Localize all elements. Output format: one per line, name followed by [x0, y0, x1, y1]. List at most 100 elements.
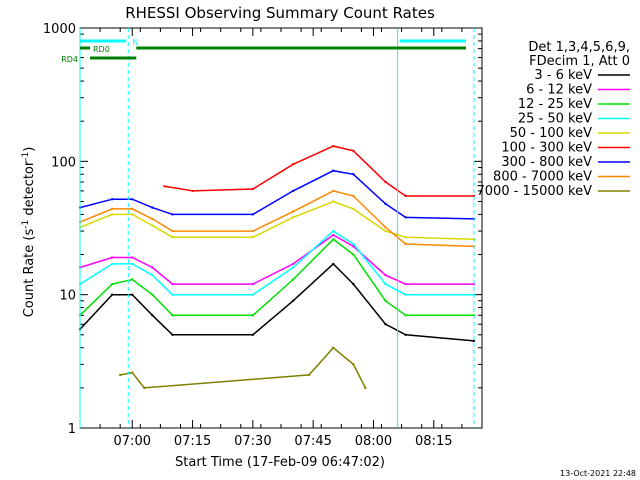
- series-point: [384, 273, 387, 277]
- series-point: [171, 235, 174, 239]
- legend-entry-label: 100 - 300 keV: [501, 141, 592, 156]
- x-tick-label: 08:15: [415, 434, 452, 449]
- x-tick-label: 07:15: [174, 434, 211, 449]
- status-label-n: N: [132, 38, 138, 47]
- series-point: [143, 386, 146, 390]
- series-point: [404, 235, 407, 239]
- series-point: [384, 229, 387, 233]
- x-tick-label: 07:30: [234, 434, 271, 449]
- series-point: [404, 216, 407, 219]
- series-point: [110, 213, 114, 216]
- series-point: [171, 213, 174, 216]
- x-tick-label: 08:00: [355, 434, 392, 449]
- series-point: [110, 293, 114, 296]
- series-point: [404, 282, 407, 286]
- series-point: [332, 144, 335, 148]
- series-point: [251, 293, 255, 296]
- series-point: [171, 282, 174, 286]
- series-point: [404, 314, 407, 317]
- series-point: [384, 299, 387, 302]
- series-point: [110, 282, 114, 286]
- legend-entry-label: 300 - 800 keV: [501, 155, 592, 170]
- series-point: [131, 197, 134, 201]
- timestamp: 13-Oct-2021 22:48: [560, 469, 636, 478]
- y-axis-label: Count Rate (s-1 detector-1): [21, 147, 37, 318]
- series-point: [384, 282, 387, 286]
- series-point: [191, 189, 194, 193]
- series-point: [404, 293, 407, 296]
- series-point: [332, 229, 335, 233]
- series-point: [291, 299, 295, 302]
- y-axis-label-sup2: -1: [21, 152, 31, 161]
- series-point: [151, 266, 154, 269]
- status-label-rd0: RD0: [93, 45, 110, 54]
- series-point: [307, 373, 311, 377]
- legend: Det 1,3,4,5,6,9, FDecim 1, Att 0 3 - 6 k…: [477, 40, 630, 199]
- series-point: [352, 149, 355, 152]
- series-point: [251, 333, 255, 337]
- y-axis-label-main: Count Rate (s: [22, 229, 37, 318]
- series-point: [291, 189, 295, 193]
- series-point: [472, 194, 476, 198]
- status-bars: N RD0 RD4: [61, 28, 475, 428]
- series-point: [384, 180, 387, 184]
- series-point: [332, 346, 335, 349]
- series-point: [332, 200, 335, 203]
- legend-header-line2: FDecim 1, Att 0: [529, 54, 630, 69]
- series-point: [472, 339, 476, 343]
- series-point: [332, 238, 335, 241]
- series-point: [251, 314, 255, 317]
- series-point: [151, 224, 154, 227]
- x-tick-label: 07:00: [114, 434, 151, 449]
- y-tick-label: 1: [68, 422, 76, 437]
- series-point: [163, 185, 166, 188]
- series-point: [352, 194, 355, 198]
- series-point: [151, 217, 154, 221]
- series-point: [332, 189, 335, 193]
- series-point: [171, 229, 174, 233]
- series-point: [404, 242, 407, 246]
- series-point: [171, 293, 174, 296]
- series-point: [291, 216, 295, 219]
- series-line: [79, 200, 475, 241]
- series-point: [151, 273, 154, 277]
- legend-entry-label: 3 - 6 keV: [534, 68, 592, 83]
- series-point: [352, 363, 355, 366]
- series-point: [251, 213, 255, 216]
- series-point: [291, 210, 295, 213]
- series-point: [131, 207, 134, 211]
- series-point: [384, 226, 387, 229]
- series-point: [352, 207, 355, 211]
- y-axis-label-mid: detector: [22, 160, 37, 220]
- series-point: [251, 229, 255, 233]
- legend-entry-label: 12 - 25 keV: [518, 97, 592, 112]
- legend-entry-label: 800 - 7000 keV: [493, 170, 592, 185]
- legend-entry-label: 6 - 12 keV: [526, 83, 592, 98]
- chart-title: RHESSI Observing Summary Count Rates: [125, 4, 435, 22]
- series-point: [352, 173, 355, 176]
- series-point: [151, 206, 154, 209]
- legend-entry-label: 7000 - 15000 keV: [477, 184, 593, 199]
- series-layer: [78, 144, 476, 390]
- y-axis-ticks: 1 10 100 1000: [43, 22, 482, 437]
- series-point: [110, 207, 114, 211]
- series-point: [131, 262, 134, 266]
- status-label-rd4: RD4: [61, 55, 78, 64]
- y-axis-label-end: ): [22, 147, 37, 152]
- series-point: [384, 323, 387, 326]
- series-point: [119, 373, 122, 377]
- series-point: [110, 197, 114, 201]
- series-point: [151, 293, 154, 296]
- plot-area: [79, 27, 483, 429]
- series-point: [110, 256, 114, 259]
- series-point: [291, 266, 295, 269]
- x-axis-ticks: 07:00 07:15 07:30 07:45 08:00 08:15: [79, 28, 483, 449]
- series-point: [251, 235, 255, 239]
- y-tick-label: 10: [59, 289, 76, 304]
- series-point: [404, 333, 407, 337]
- series-point: [332, 233, 335, 237]
- series-point: [131, 278, 134, 281]
- series-line: [79, 234, 474, 285]
- series-point: [171, 333, 174, 337]
